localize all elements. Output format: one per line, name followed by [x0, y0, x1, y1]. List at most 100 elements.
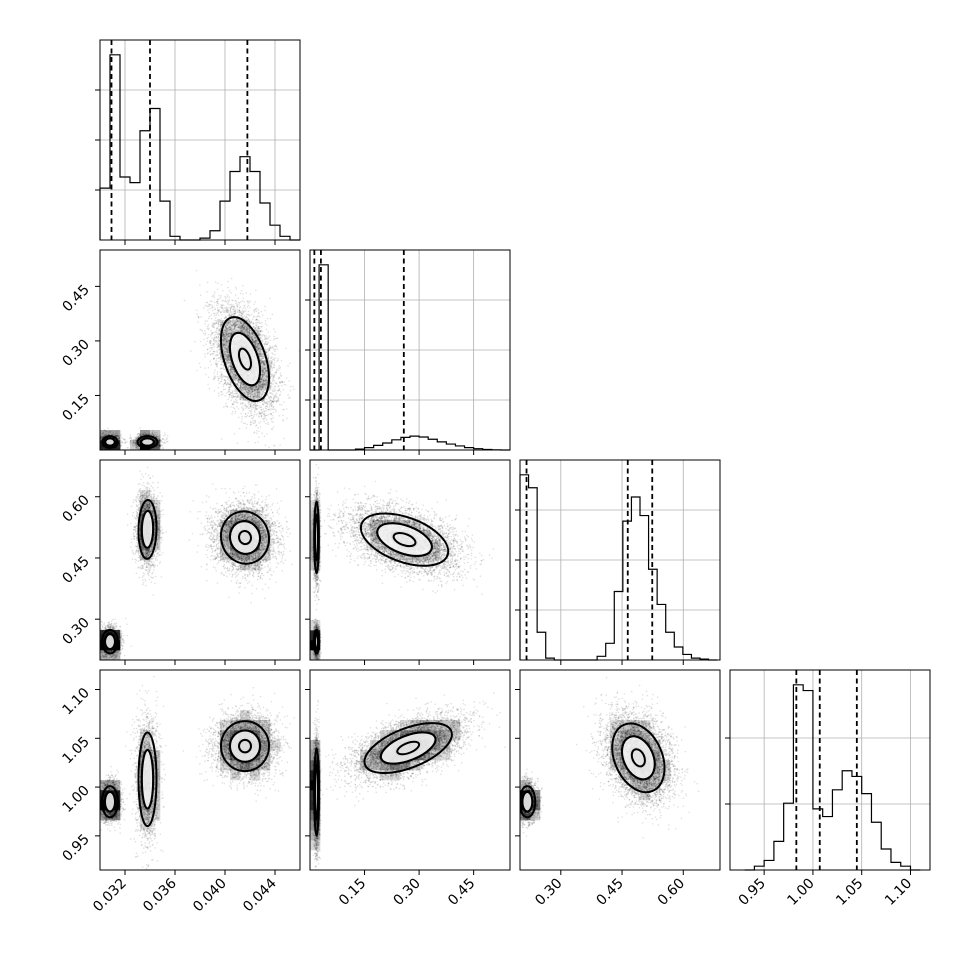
sample-point: [211, 309, 214, 312]
sample-point: [264, 338, 266, 340]
sample-point: [246, 399, 248, 402]
sample-point: [215, 360, 218, 362]
sample-point: [222, 290, 224, 292]
sample-point: [244, 307, 247, 310]
sample-point: [260, 381, 263, 383]
sample-point: [272, 390, 274, 393]
sample-point: [223, 309, 226, 312]
sample-point: [213, 345, 216, 348]
sample-point: [228, 296, 230, 298]
sample-point: [221, 393, 224, 395]
sample-point: [232, 403, 235, 406]
sample-point: [244, 412, 247, 415]
sample-point: [228, 300, 230, 303]
sample-point: [217, 298, 219, 301]
sample-point: [239, 387, 242, 389]
sample-point: [260, 385, 262, 388]
sample-point: [255, 318, 258, 321]
sample-point: [248, 390, 251, 392]
sample-point: [234, 378, 236, 381]
sample-point: [225, 376, 228, 378]
sample-point: [224, 388, 227, 391]
sample-point: [270, 361, 272, 364]
sample-point: [257, 427, 260, 429]
sample-point: [219, 380, 222, 383]
sample-point: [225, 402, 227, 405]
sample-point: [267, 423, 270, 426]
sample-point: [245, 330, 247, 332]
sample-point: [273, 361, 276, 364]
sample-point: [218, 394, 220, 397]
sample-point: [274, 385, 277, 388]
sample-point: [214, 281, 217, 283]
sample-point: [249, 388, 251, 391]
sample-point: [259, 412, 261, 414]
sample-point: [239, 306, 242, 308]
sample-point: [235, 399, 238, 402]
sample-point: [255, 414, 258, 416]
sample-point: [269, 409, 271, 411]
sample-point: [220, 438, 223, 440]
sample-point: [234, 286, 237, 289]
sample-point: [239, 329, 242, 332]
sample-point: [246, 330, 249, 333]
x-tick-label: 0.95: [736, 876, 769, 909]
sample-point: [273, 395, 276, 398]
sample-point: [268, 297, 271, 300]
sample-point: [259, 349, 262, 351]
sample-point: [279, 372, 282, 375]
sample-point: [250, 313, 253, 316]
sample-point: [242, 389, 245, 391]
sample-point: [265, 335, 268, 337]
sample-point: [217, 336, 220, 338]
sample-point: [265, 381, 267, 384]
sample-point: [261, 358, 263, 360]
sample-point: [251, 390, 254, 392]
sample-point: [240, 326, 243, 329]
sample-point: [227, 356, 230, 359]
sample-point: [240, 290, 243, 292]
sample-point: [254, 342, 256, 344]
sample-point: [241, 418, 243, 420]
sample-point: [278, 365, 281, 367]
sample-point: [234, 410, 237, 412]
sample-point: [244, 422, 246, 425]
sample-point: [203, 353, 206, 355]
sample-point: [257, 345, 259, 347]
sample-point: [267, 331, 270, 333]
sample-point: [272, 401, 275, 404]
sample-point: [228, 326, 230, 328]
sample-point: [254, 402, 257, 405]
sample-point: [264, 402, 266, 404]
sample-point: [210, 333, 213, 336]
sample-point: [255, 424, 258, 426]
sample-point: [218, 294, 221, 297]
sample-point: [183, 299, 186, 302]
sample-point: [268, 347, 271, 350]
sample-point: [224, 394, 226, 397]
sample-point: [272, 379, 274, 381]
sample-point: [215, 353, 218, 356]
x-tick-label: 1.05: [833, 876, 866, 909]
sample-point: [228, 312, 231, 315]
density-cell: [110, 430, 121, 441]
sample-point: [237, 408, 240, 410]
sample-point: [270, 402, 272, 405]
sample-point: [245, 329, 248, 331]
sample-point: [275, 410, 277, 412]
sample-point: [244, 326, 246, 329]
histogram-step-1: [310, 264, 510, 451]
sample-point: [248, 314, 251, 317]
sample-point: [247, 310, 250, 313]
sample-point: [243, 310, 245, 312]
sample-point: [223, 339, 226, 342]
sample-point: [250, 387, 253, 390]
sample-point: [271, 427, 273, 430]
sample-point: [225, 323, 228, 325]
sample-point: [206, 352, 209, 355]
sample-point: [213, 389, 216, 392]
sample-point: [249, 300, 252, 303]
sample-point: [216, 302, 219, 304]
sample-point: [241, 415, 243, 418]
sample-point: [211, 295, 214, 298]
